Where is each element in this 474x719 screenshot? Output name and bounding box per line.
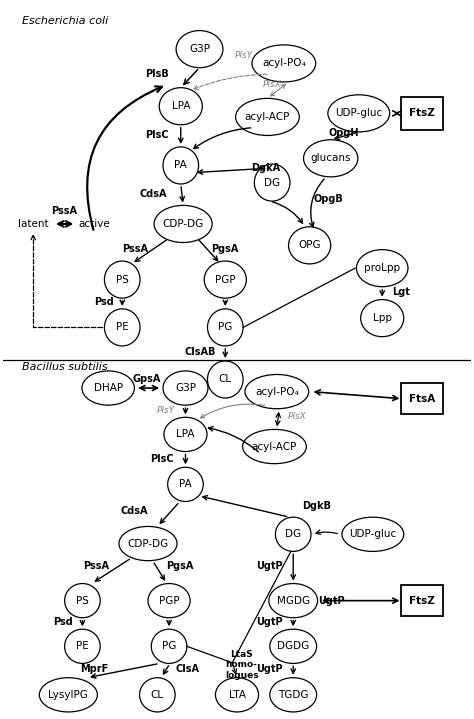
Text: GpsA: GpsA xyxy=(132,375,161,385)
Text: DG: DG xyxy=(264,178,280,188)
Text: CL: CL xyxy=(151,690,164,700)
Text: OPG: OPG xyxy=(298,240,321,250)
Text: PgsA: PgsA xyxy=(211,244,238,254)
Text: Lgt: Lgt xyxy=(392,287,410,297)
Text: glucans: glucans xyxy=(310,153,351,163)
Text: UgtP: UgtP xyxy=(318,595,345,605)
Text: PssA: PssA xyxy=(122,244,148,254)
Text: CdsA: CdsA xyxy=(120,506,148,516)
Text: DHAP: DHAP xyxy=(94,383,123,393)
Text: PlsX: PlsX xyxy=(263,81,282,89)
Text: PlsB: PlsB xyxy=(146,69,169,79)
Text: LPA: LPA xyxy=(176,429,195,439)
Text: PE: PE xyxy=(76,641,89,651)
Text: DgkA: DgkA xyxy=(251,163,280,173)
Text: DGDG: DGDG xyxy=(277,641,310,651)
Text: Lpp: Lpp xyxy=(373,313,392,323)
Text: PlsY: PlsY xyxy=(156,406,175,416)
Text: MprF: MprF xyxy=(80,664,108,674)
Text: DG: DG xyxy=(285,529,301,539)
Text: OpgH: OpgH xyxy=(328,128,359,138)
FancyArrowPatch shape xyxy=(87,86,162,230)
Text: LysylPG: LysylPG xyxy=(48,690,88,700)
Text: Psd: Psd xyxy=(53,617,73,627)
Text: proLpp: proLpp xyxy=(364,263,400,273)
Text: PssA: PssA xyxy=(51,206,77,216)
Text: FtsZ: FtsZ xyxy=(409,595,435,605)
Text: ClsA: ClsA xyxy=(175,664,199,674)
Text: latent: latent xyxy=(18,219,48,229)
Text: DgkB: DgkB xyxy=(302,501,332,511)
Text: PlsX: PlsX xyxy=(288,412,306,421)
Text: PG: PG xyxy=(162,641,176,651)
Text: G3P: G3P xyxy=(189,44,210,54)
Text: PA: PA xyxy=(179,480,192,490)
Text: PssA: PssA xyxy=(83,562,109,572)
Text: ClsAB: ClsAB xyxy=(184,347,216,357)
Text: PlsC: PlsC xyxy=(150,454,174,464)
Text: UDP-gluc: UDP-gluc xyxy=(335,109,383,119)
Text: UgtP: UgtP xyxy=(256,617,283,627)
Text: acyl-ACP: acyl-ACP xyxy=(252,441,297,452)
Text: active: active xyxy=(78,219,110,229)
Text: CdsA: CdsA xyxy=(139,189,167,199)
Text: OpgB: OpgB xyxy=(313,194,343,204)
Text: CDP-DG: CDP-DG xyxy=(128,539,169,549)
Text: acyl-PO₄: acyl-PO₄ xyxy=(262,58,306,68)
Text: PA: PA xyxy=(174,160,187,170)
Text: UgtP: UgtP xyxy=(256,664,283,674)
Text: Psd: Psd xyxy=(94,298,114,308)
Text: PlsY: PlsY xyxy=(235,51,253,60)
Text: LPA: LPA xyxy=(172,101,190,111)
Text: acyl-ACP: acyl-ACP xyxy=(245,112,290,122)
Text: CDP-DG: CDP-DG xyxy=(163,219,204,229)
Text: PGP: PGP xyxy=(215,275,236,285)
Text: UDP-gluc: UDP-gluc xyxy=(349,529,396,539)
Text: PgsA: PgsA xyxy=(166,562,193,572)
Text: Bacillus subtilis: Bacillus subtilis xyxy=(21,362,107,372)
Text: Escherichia coli: Escherichia coli xyxy=(21,16,108,26)
Text: FtsZ: FtsZ xyxy=(409,109,435,119)
Text: TGDG: TGDG xyxy=(278,690,309,700)
Text: PlsC: PlsC xyxy=(146,129,169,139)
Text: UgtP: UgtP xyxy=(256,561,283,571)
Text: PG: PG xyxy=(218,322,232,332)
Text: LtaS
homo-
logues: LtaS homo- logues xyxy=(225,650,258,679)
Text: PGP: PGP xyxy=(159,595,179,605)
Text: PE: PE xyxy=(116,322,128,332)
Text: LTA: LTA xyxy=(228,690,246,700)
Text: FtsA: FtsA xyxy=(409,394,435,404)
Text: CL: CL xyxy=(219,375,232,385)
Text: acyl-PO₄: acyl-PO₄ xyxy=(255,387,299,397)
Text: G3P: G3P xyxy=(175,383,196,393)
Text: MGDG: MGDG xyxy=(277,595,310,605)
Text: PS: PS xyxy=(76,595,89,605)
Text: PS: PS xyxy=(116,275,128,285)
